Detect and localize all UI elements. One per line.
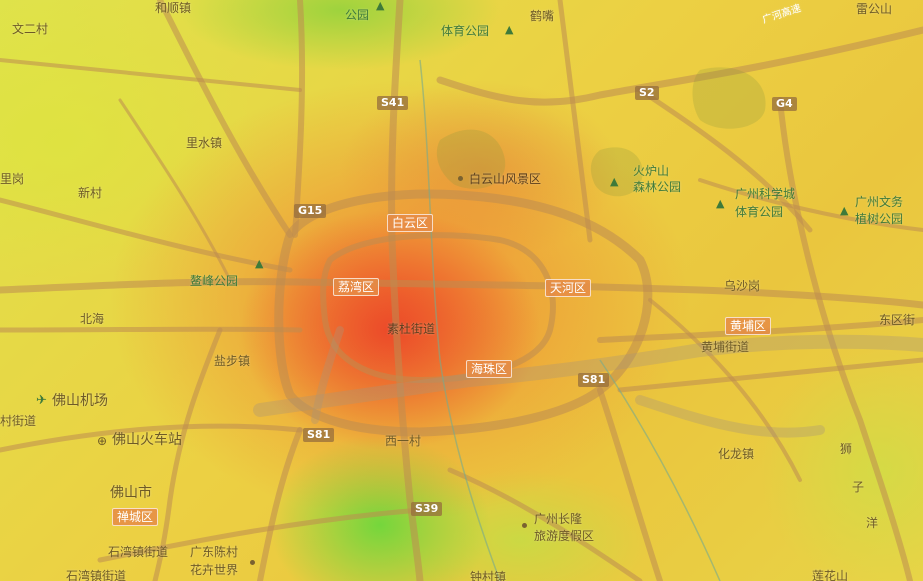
park-label: 森林公园 xyxy=(633,180,682,194)
park-label: 火炉山 xyxy=(633,164,670,178)
district-label-huangpu[interactable]: 黄埔区 xyxy=(725,317,772,335)
place-label: 石湾镇街道 xyxy=(108,545,169,559)
place-label: 钟村镇 xyxy=(470,570,507,581)
place-label: 广东陈村 xyxy=(190,545,239,559)
place-label: 洋 xyxy=(866,516,879,530)
park-label: 广州文务 xyxy=(855,195,904,209)
place-label: 石湾镇街道 xyxy=(66,569,127,581)
park-label: 体育公园 xyxy=(441,24,490,38)
tree-icon: ▲ xyxy=(840,204,849,217)
district-label-baiyun[interactable]: 白云区 xyxy=(387,214,434,232)
park-label: 广州科学城 xyxy=(735,187,796,201)
place-label: 黄埔街道 xyxy=(701,340,750,354)
place-label: 和顺镇 xyxy=(155,1,192,15)
place-label: 素杜街道 xyxy=(387,322,436,336)
place-label: 西一村 xyxy=(385,434,422,448)
place-label: 北海 xyxy=(80,312,105,326)
place-label: 花卉世界 xyxy=(190,563,239,577)
poi-dot-icon xyxy=(522,523,527,528)
place-label: 乌沙岗 xyxy=(724,279,761,293)
place-label: 村街道 xyxy=(0,414,37,428)
place-label: 佛山火车站 xyxy=(112,432,182,448)
park-label: 植树公园 xyxy=(855,212,904,226)
park-label: 公园 xyxy=(345,8,370,22)
airplane-icon: ✈ xyxy=(36,393,47,408)
highway-shield: S2 xyxy=(635,86,659,100)
place-label: 雷公山 xyxy=(856,2,893,16)
place-label: 里水镇 xyxy=(186,136,223,150)
place-label: 鹤嘴 xyxy=(530,9,555,23)
place-label: 东区街 xyxy=(879,313,916,327)
highway-shield: S81 xyxy=(578,373,610,387)
district-label-chancheng[interactable]: 禅城区 xyxy=(112,508,159,526)
highway-shield: S39 xyxy=(411,502,443,516)
district-label-tianhe[interactable]: 天河区 xyxy=(545,279,592,297)
highway-shield: G4 xyxy=(772,97,797,111)
tree-icon: ▲ xyxy=(255,257,264,270)
place-label: 广州长隆 xyxy=(534,512,583,526)
place-label: 盐步镇 xyxy=(214,354,251,368)
place-label: 白云山风景区 xyxy=(469,172,542,186)
place-label: 新村 xyxy=(78,186,103,200)
highway-shield: S41 xyxy=(377,96,409,110)
train-station-icon: ⊕ xyxy=(97,434,108,448)
tree-icon: ▲ xyxy=(376,0,385,12)
tree-icon: ▲ xyxy=(505,23,514,36)
place-label: 旅游度假区 xyxy=(534,529,595,543)
district-label-liwan[interactable]: 荔湾区 xyxy=(333,278,380,296)
poi-dot-icon xyxy=(458,176,463,181)
place-label: 狮 xyxy=(840,442,853,456)
place-label: 莲花山 xyxy=(812,569,849,581)
park-label: 体育公园 xyxy=(735,205,784,219)
tree-icon: ▲ xyxy=(716,197,725,210)
place-label: 文二村 xyxy=(12,22,49,36)
highway-shield: S81 xyxy=(303,428,335,442)
poi-dot-icon xyxy=(250,560,255,565)
highway-shield: G15 xyxy=(294,204,327,218)
place-label: 化龙镇 xyxy=(718,447,755,461)
place-label: 里岗 xyxy=(0,172,25,186)
park-label: 鳌峰公园 xyxy=(190,274,239,288)
district-label-haizhu[interactable]: 海珠区 xyxy=(466,360,513,378)
tree-icon: ▲ xyxy=(610,175,619,188)
place-label: 子 xyxy=(852,480,865,494)
place-label: 佛山机场 xyxy=(52,393,108,409)
place-label: 佛山市 xyxy=(110,485,152,501)
